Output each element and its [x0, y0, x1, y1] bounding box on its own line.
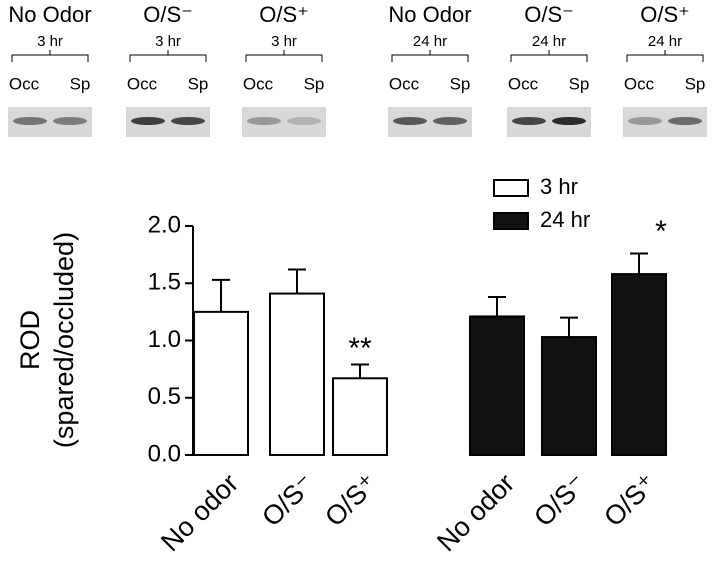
bar — [332, 377, 388, 456]
y-tick-label: 1.0 — [148, 326, 181, 353]
blot-band — [433, 117, 467, 125]
blot-time: 3 hr — [37, 33, 63, 50]
blot-condition: No Odor — [388, 2, 471, 27]
legend-swatch — [493, 179, 529, 197]
bar — [193, 310, 249, 456]
blot-band — [131, 117, 165, 125]
x-tick-label: O/S⁻ — [256, 468, 320, 532]
blot-band — [53, 117, 87, 125]
blot-band — [13, 117, 47, 125]
lane-label: Occ — [389, 74, 420, 93]
blot-band — [171, 117, 205, 125]
blot-band — [287, 117, 321, 125]
blot-band — [393, 117, 427, 125]
blot-band — [552, 117, 586, 125]
bracket — [626, 50, 704, 62]
bracket — [129, 50, 207, 62]
bracket — [245, 50, 323, 62]
y-tick-label: 1.5 — [148, 269, 181, 296]
blot-band — [512, 117, 546, 125]
blot-condition: No Odor — [8, 2, 91, 27]
lane-label: Sp — [188, 74, 209, 93]
blot-condition: O/S⁻ — [143, 2, 193, 27]
bar — [611, 273, 667, 456]
lane-label: Sp — [685, 74, 706, 93]
y-axis-label-line: (spared/occluded) — [49, 232, 79, 448]
blot-condition: O/S⁺ — [640, 2, 690, 27]
x-tick-label: O/S⁺ — [319, 468, 383, 532]
blot-condition: O/S⁺ — [259, 2, 309, 27]
blot-band — [247, 117, 281, 125]
blot-condition: O/S⁻ — [524, 2, 574, 27]
significance: ** — [348, 332, 372, 365]
lane-label: Sp — [70, 74, 91, 93]
blot-band — [628, 117, 662, 125]
blot-band — [668, 117, 702, 125]
lane-label: Occ — [624, 74, 655, 93]
y-axis-label-line: ROD — [15, 310, 45, 370]
bar — [541, 336, 597, 456]
y-axis-label: ROD (spared/occluded) — [15, 232, 79, 448]
bar — [469, 315, 525, 456]
bracket — [510, 50, 588, 62]
x-tick-label: O/S⁺ — [598, 468, 662, 532]
lane-label: Sp — [569, 74, 590, 93]
legend-label: 3 hr — [540, 174, 578, 199]
legend-swatch — [493, 212, 529, 230]
bracket — [391, 50, 469, 62]
lane-label: Occ — [508, 74, 539, 93]
lane-label: Occ — [243, 74, 274, 93]
significance: * — [655, 215, 667, 248]
x-tick-label: No odor — [155, 468, 244, 557]
blot-time: 24 hr — [648, 33, 682, 50]
x-tick-label: No odor — [431, 468, 520, 557]
y-tick-label: 0.5 — [148, 383, 181, 410]
y-tick-label: 0.0 — [148, 440, 181, 467]
lane-label: Occ — [9, 74, 40, 93]
lane-label: Sp — [304, 74, 325, 93]
blot-time: 24 hr — [413, 33, 447, 50]
blot-time: 24 hr — [532, 33, 566, 50]
blot-time: 3 hr — [271, 33, 297, 50]
y-tick-label: 2.0 — [148, 211, 181, 238]
bar — [269, 292, 325, 456]
lane-label: Sp — [450, 74, 471, 93]
lane-label: Occ — [127, 74, 158, 93]
blot-time: 3 hr — [155, 33, 181, 50]
legend-label: 24 hr — [540, 207, 590, 232]
bracket — [11, 50, 89, 62]
x-tick-label: O/S⁻ — [528, 468, 592, 532]
blot-image — [242, 107, 326, 137]
